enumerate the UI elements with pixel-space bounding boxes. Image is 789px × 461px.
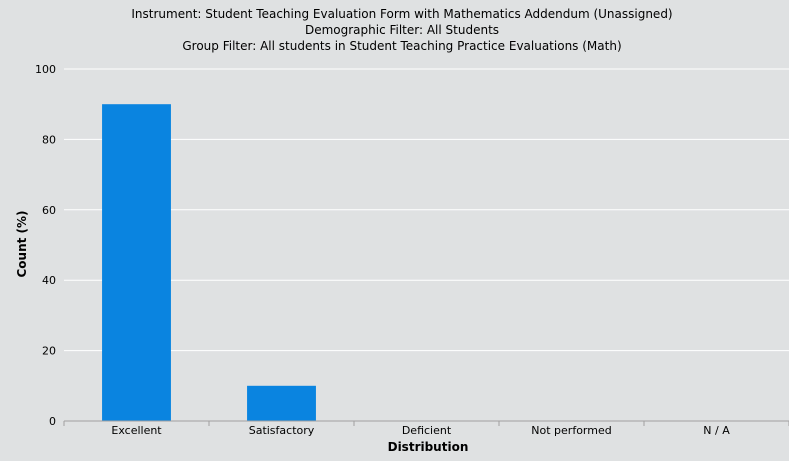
bar-excellent [102, 104, 171, 421]
x-tick-label: Satisfactory [249, 424, 315, 437]
y-tick-label: 0 [49, 415, 56, 428]
y-tick-label: 60 [42, 204, 56, 217]
y-tick-labels: 0 20 40 60 80 100 [35, 63, 56, 428]
bars [102, 104, 316, 421]
chart-title-line-2: Demographic Filter: All Students [305, 23, 499, 37]
gridlines [64, 68, 789, 352]
y-axis-title: Count (%) [15, 210, 29, 277]
x-axis-title: Distribution [388, 440, 469, 454]
y-tick-label: 100 [35, 63, 56, 76]
x-tick-label: Excellent [111, 424, 162, 437]
x-tick-label: Not performed [531, 424, 611, 437]
axes [63, 420, 789, 426]
chart-title-line-3: Group Filter: All students in Student Te… [182, 39, 621, 53]
x-tick-labels: Excellent Satisfactory Deficient Not perfor… [111, 424, 730, 437]
chart-title-line-1: Instrument: Student Teaching Evaluation … [131, 7, 672, 21]
chart-title: Instrument: Student Teaching Evaluation … [131, 7, 672, 53]
y-tick-label: 40 [42, 274, 56, 287]
y-tick-label: 20 [42, 345, 56, 358]
x-tick-label: N / A [703, 424, 730, 437]
x-tick-label: Deficient [402, 424, 452, 437]
bar-satisfactory [247, 385, 316, 421]
y-tick-label: 80 [42, 133, 56, 146]
